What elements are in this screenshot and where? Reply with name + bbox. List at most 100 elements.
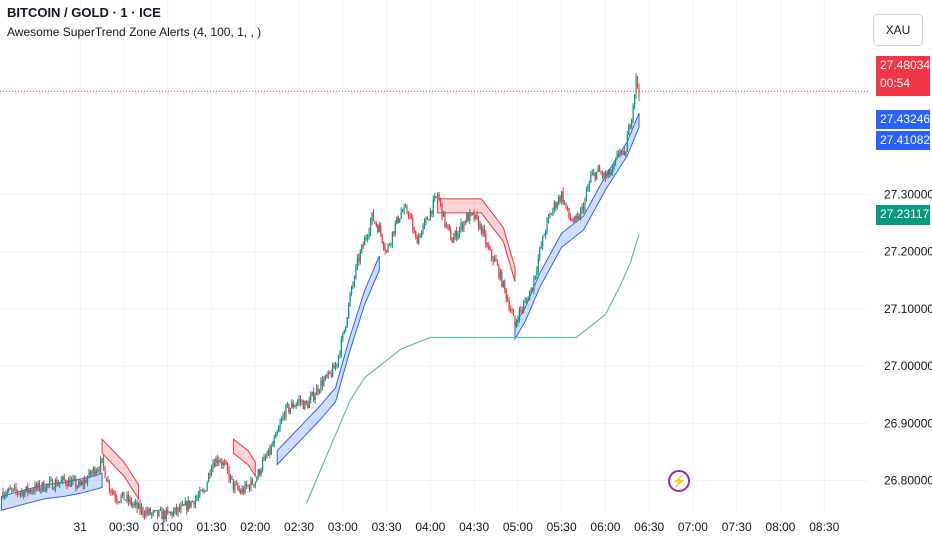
candle-body <box>329 371 331 374</box>
candle-body <box>358 257 360 262</box>
bull-zone-band <box>276 255 380 466</box>
candle-body <box>619 151 621 155</box>
x-tick-label: 05:00 <box>503 520 533 534</box>
candle-body <box>50 479 52 481</box>
candle-body <box>613 163 615 168</box>
candle-body <box>450 229 452 241</box>
candle-body <box>439 199 442 204</box>
candle-body <box>200 490 202 492</box>
candle-body <box>44 490 46 492</box>
x-tick-label: 02:00 <box>240 520 270 534</box>
candle-body <box>390 243 392 245</box>
candle-body <box>472 213 474 215</box>
candle-body <box>241 488 243 494</box>
candle-body <box>272 444 274 446</box>
candle-body <box>448 225 450 230</box>
candle-body <box>232 479 235 490</box>
symbol-title[interactable]: BITCOIN / GOLD · 1 · ICE <box>7 5 161 20</box>
candle-body <box>170 512 172 514</box>
candle-body <box>60 480 62 483</box>
candle-body <box>320 380 322 391</box>
candle-body <box>257 469 259 479</box>
candle-body <box>447 224 449 226</box>
candle-body <box>495 258 497 262</box>
candle-body <box>587 187 589 191</box>
candle-body <box>101 458 103 460</box>
candle-body <box>18 493 20 495</box>
lightning-icon[interactable]: ⚡ <box>668 470 690 492</box>
candle-body <box>161 509 163 520</box>
bear-zone-band <box>232 438 256 478</box>
candle-body <box>491 249 493 258</box>
candle-body <box>324 375 326 380</box>
candle-body <box>186 501 188 511</box>
candle-body <box>486 244 488 246</box>
candle-body <box>143 514 146 516</box>
candle-body <box>11 489 13 491</box>
candle-body <box>307 404 309 408</box>
candle-body <box>97 469 99 472</box>
candle-body <box>229 475 232 480</box>
candle-body <box>154 510 156 512</box>
candle-body <box>253 484 255 486</box>
candle-body <box>512 312 515 316</box>
x-tick-label: 00:30 <box>109 520 139 534</box>
candle-body <box>304 401 306 409</box>
candle-body <box>100 459 102 471</box>
candle-body <box>318 390 321 393</box>
candle-body <box>350 286 353 295</box>
candle-body <box>482 228 484 234</box>
candle-body <box>66 483 68 487</box>
candle-body <box>225 463 227 465</box>
candle-body <box>94 467 96 475</box>
candle-body <box>515 322 518 326</box>
candle-body <box>431 210 433 214</box>
candle-body <box>205 490 207 492</box>
candle-body <box>22 491 24 497</box>
candle-body <box>629 125 631 128</box>
candle-body <box>130 498 132 506</box>
candle-body <box>285 405 287 418</box>
candle-body <box>283 414 286 418</box>
candle-body <box>402 211 404 213</box>
candle-body <box>466 213 468 223</box>
candle-body <box>231 475 233 480</box>
candle-body <box>251 479 253 485</box>
candle-body <box>133 503 135 505</box>
candle-body <box>310 395 312 401</box>
candle-body <box>569 217 571 220</box>
candle-body <box>221 462 223 466</box>
candle-body <box>266 455 268 458</box>
indicator-title[interactable]: Awesome SuperTrend Zone Alerts (4, 100, … <box>7 25 262 39</box>
candle-body <box>82 481 84 485</box>
candle-body <box>615 158 617 164</box>
currency-selector[interactable]: XAU <box>873 14 923 46</box>
candle-body <box>572 220 574 222</box>
candle-body <box>8 488 10 492</box>
candle-body <box>333 365 335 369</box>
candle-body <box>72 479 74 481</box>
candle-body <box>501 271 503 287</box>
candle-body <box>46 483 48 491</box>
candle-body <box>193 501 195 506</box>
candle-body <box>178 507 181 511</box>
candle-body <box>616 153 618 159</box>
axes: 27.30000 27.20000 27.10000 27.00000 26.90000… <box>74 187 932 534</box>
candle-body <box>348 303 350 318</box>
candle-body <box>622 151 624 153</box>
candle-body <box>330 373 332 377</box>
candle-body <box>234 483 236 490</box>
y-tick-label: 27.00000 <box>884 359 932 373</box>
candle-body <box>119 501 121 503</box>
candle-body <box>407 212 410 216</box>
candle-body <box>359 251 361 262</box>
candle-body <box>3 495 5 498</box>
y-tick-label: 27.10000 <box>884 302 932 316</box>
candle-body <box>514 315 516 326</box>
candle-body <box>362 244 364 246</box>
candle-body <box>610 172 612 176</box>
candle-body <box>413 230 415 232</box>
candle-body <box>600 171 602 174</box>
candle-body <box>278 427 280 433</box>
